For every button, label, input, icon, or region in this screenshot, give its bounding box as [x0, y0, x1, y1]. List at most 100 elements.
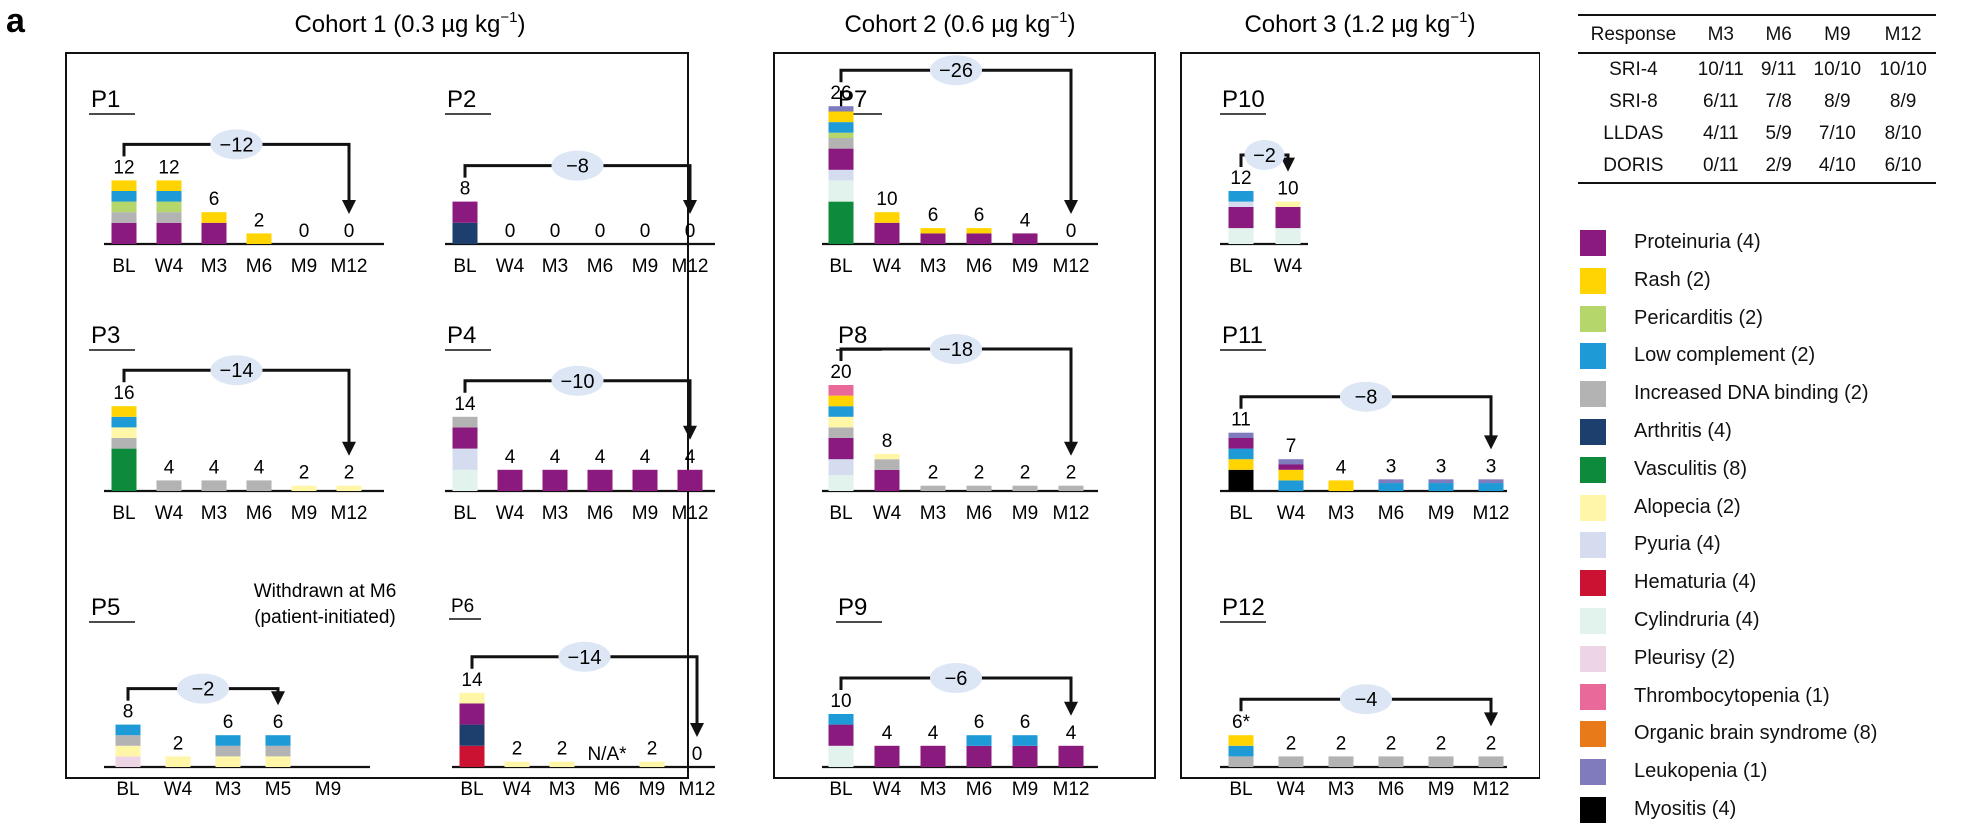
score-label: 2	[928, 463, 939, 484]
timepoint-label: W4	[155, 256, 184, 277]
change-arrowhead	[1484, 435, 1498, 450]
change-value: −8	[1355, 387, 1378, 409]
bar-segment	[1228, 459, 1254, 470]
bar-segment	[111, 416, 137, 428]
table-cell: SRI-4	[1609, 59, 1658, 80]
table-cell: SRI-8	[1609, 91, 1658, 112]
cohort-title-main: Cohort 1 (0.3 µg kg	[294, 11, 500, 38]
timepoint-label: M12	[1053, 256, 1090, 277]
legend-entry: Pericarditis (2)	[1580, 304, 1962, 334]
timepoint-label: M6	[966, 779, 992, 800]
patient-label: P2	[447, 86, 476, 113]
bar-segment	[1378, 479, 1404, 484]
bar-segment	[156, 201, 182, 213]
bar-segment	[920, 745, 946, 767]
change-value: −2	[192, 679, 215, 701]
legend-swatch	[1580, 343, 1606, 370]
panel-label: a	[6, 2, 26, 40]
bar-segment	[874, 745, 900, 767]
cohort-title-suffix: )	[1468, 11, 1476, 38]
timepoint-label: M6	[246, 256, 272, 277]
bar-segment	[1228, 228, 1254, 244]
bar-segment	[828, 138, 854, 149]
bar-segment	[1058, 745, 1084, 767]
score-label: 6	[974, 205, 985, 226]
bar-segment	[966, 745, 992, 767]
change-badge	[1244, 140, 1285, 170]
timepoint-label: M9	[1012, 256, 1038, 277]
patient-label: P11	[1222, 322, 1263, 349]
timepoint-label: M6	[966, 256, 992, 277]
bar-segment	[265, 756, 291, 767]
score-label: 2	[1336, 733, 1347, 754]
bar-segment	[828, 724, 854, 746]
legend-label: Rash (2)	[1634, 268, 1711, 291]
bar-segment	[111, 201, 137, 213]
cohort-title-sup: −1	[500, 9, 517, 26]
response-table: Response M3 M6 M9 M12 SRI-4 10/11 9/11 10/10 10/…	[1578, 14, 1936, 184]
score-label: 0	[692, 744, 703, 765]
score-label: 6	[1020, 712, 1031, 733]
legend-entry: Thrombocytopenia (1)	[1580, 682, 1962, 712]
score-label: N/A*	[587, 744, 627, 765]
bar-segment	[828, 111, 854, 123]
table-cell: 6/11	[1703, 91, 1739, 112]
timepoint-label: BL	[1229, 779, 1252, 800]
timepoint-label: W4	[496, 503, 525, 524]
score-label: 2	[254, 210, 265, 231]
bar-segment	[452, 201, 478, 223]
timepoint-label: M12	[672, 503, 709, 524]
legend-swatch	[1580, 305, 1606, 332]
change-arrowhead	[271, 691, 285, 706]
cohort-title-sup: −1	[1050, 9, 1067, 26]
bar-segment	[1228, 206, 1254, 229]
legend-label: Vasculitis (8)	[1634, 457, 1747, 480]
score-label: 10	[876, 189, 897, 210]
timepoint-label: M12	[672, 256, 709, 277]
bar-segment	[828, 148, 854, 170]
bar-segment	[265, 745, 291, 757]
timepoint-label: M12	[1473, 779, 1510, 800]
change-value: −6	[945, 668, 968, 690]
patient-panel-p11: P11 11 BL 7 W4 4 M3 3 M6 3 M9 3 M12 −8	[1220, 322, 1509, 524]
bar-segment	[459, 692, 485, 704]
score-label: 4	[1066, 723, 1077, 744]
patient-label: P9	[838, 594, 867, 621]
timepoint-label: M6	[246, 503, 272, 524]
bar-segment	[156, 480, 182, 491]
table-cell: 8/10	[1884, 123, 1922, 144]
legend-entry: Organic brain syndrome (8)	[1580, 719, 1962, 749]
timepoint-label: M3	[549, 779, 575, 800]
score-label: 3	[1436, 456, 1447, 477]
bar-segment	[828, 416, 854, 428]
cohort-title: Cohort 2 (0.6 µg kg−1)	[844, 9, 1075, 38]
score-label: 12	[113, 157, 134, 178]
score-label: 3	[1386, 456, 1397, 477]
timepoint-label: M6	[594, 779, 620, 800]
timepoint-label: M12	[1473, 503, 1510, 524]
score-label: 6	[974, 712, 985, 733]
score-label: 4	[928, 723, 939, 744]
bar-segment	[1012, 233, 1038, 244]
bar-segment	[1228, 735, 1254, 746]
bar-segment	[1428, 756, 1454, 767]
bar-segment	[1228, 745, 1254, 757]
bar-segment	[874, 453, 900, 460]
patient-label: P5	[91, 594, 120, 621]
bar-segment	[497, 469, 523, 491]
bar-segment	[1228, 201, 1254, 207]
table-cell: 4/10	[1804, 150, 1871, 184]
change-badge	[930, 663, 982, 693]
legend-swatch	[1580, 570, 1606, 597]
bar-segment	[542, 469, 568, 491]
timepoint-label: W4	[1277, 503, 1306, 524]
legend-swatch	[1580, 267, 1606, 294]
bar-segment	[966, 233, 992, 244]
patient-panel-p3: P3 16 BL 4 W4 4 M3 4 M6 2 M9 2 M12 −14	[89, 322, 384, 524]
score-label: 6*	[1232, 712, 1251, 733]
score-label: 11	[1231, 410, 1251, 431]
legend-label: Leukopenia (1)	[1634, 760, 1768, 783]
score-label: 2	[1486, 733, 1497, 754]
bar-segment	[966, 228, 992, 234]
bar-segment	[459, 745, 485, 767]
